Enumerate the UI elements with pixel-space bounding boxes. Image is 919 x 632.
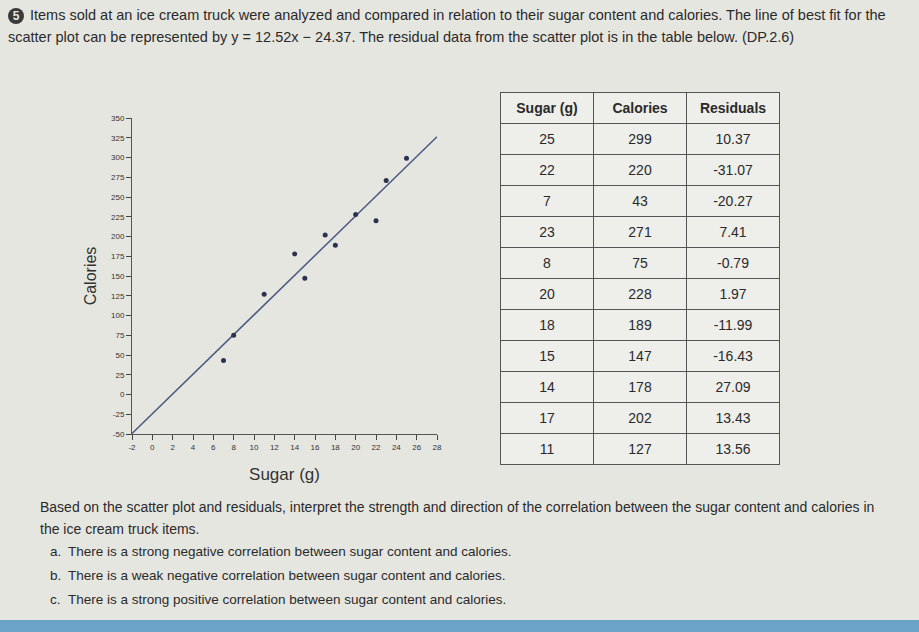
html-text:127: 127 [628,441,652,457]
html-text:75: 75 [632,255,648,271]
svg-text:275: 275 [111,173,125,182]
html-text:202: 202 [628,410,652,426]
svg-text:Calories: Calories [82,247,99,306]
html-text:20: 20 [539,286,555,302]
html-text:178: 178 [628,379,652,395]
html-text:27.09: 27.09 [715,379,751,395]
svg-text:4: 4 [191,443,196,452]
html-text:-20.27: -20.27 [713,193,753,209]
svg-text:0: 0 [120,390,125,399]
html-text:7: 7 [543,193,551,209]
html-text:271: 271 [628,224,652,240]
svg-text:2: 2 [170,443,175,452]
html-text:1.97: 1.97 [719,286,747,302]
svg-text:225: 225 [111,213,125,222]
svg-text:-25: -25 [113,410,125,419]
html-text:25: 25 [539,131,555,147]
svg-text:24: 24 [392,443,401,452]
svg-text:-50: -50 [113,430,125,439]
svg-text:100: 100 [111,311,125,320]
svg-text:6: 6 [211,443,216,452]
svg-text:12: 12 [270,443,279,452]
svg-text:16: 16 [311,443,320,452]
html-text:228: 228 [628,286,652,302]
html-text:Residuals: Residuals [699,100,767,116]
svg-text:10: 10 [250,443,259,452]
svg-text:75: 75 [115,331,124,340]
html-text:220: 220 [628,162,652,178]
html-text:13.43: 13.43 [715,410,751,426]
html-text:299: 299 [628,131,652,147]
html-text:189: 189 [628,317,652,333]
svg-text:20: 20 [351,443,360,452]
svg-text:0: 0 [150,443,155,452]
html-text:5: 5 [12,9,20,23]
svg-text:8: 8 [231,443,236,452]
html-text:14: 14 [539,379,555,395]
html-text:b.: b. [50,568,62,583]
svg-text:-2: -2 [128,443,136,452]
svg-text:125: 125 [111,292,125,301]
svg-text:18: 18 [331,443,340,452]
html-text:Items sold at an ice cream tru: Items sold at an ice cream truck were an… [8,7,886,45]
svg-text:300: 300 [111,153,125,162]
html-text:Calories: Calories [612,100,668,116]
html-text:15: 15 [539,348,555,364]
html-text:There is a strong negative cor: There is a strong negative correlation b… [68,544,512,559]
html-text:Based on the scatter plot and: Based on the scatter plot and residuals,… [40,499,875,537]
svg-text:325: 325 [111,134,125,143]
html-text:17: 17 [539,410,555,426]
svg-text:25: 25 [115,371,124,380]
html-text:Sugar (g): Sugar (g) [516,100,578,116]
svg-text:26: 26 [412,443,421,452]
html-text:-31.07: -31.07 [713,162,753,178]
html-text:7.41: 7.41 [719,224,747,240]
html-text:43: 43 [632,193,648,209]
svg-text:250: 250 [111,193,125,202]
html-text:c.: c. [50,592,61,607]
svg-text:150: 150 [111,272,125,281]
svg-text:Sugar (g): Sugar (g) [249,465,320,484]
html-text:a.: a. [50,544,62,559]
html-text:147: 147 [628,348,652,364]
svg-text:350: 350 [111,114,125,123]
html-text:There is a weak negative corre: There is a weak negative correlation bet… [68,568,506,583]
html-text:18: 18 [539,317,555,333]
html-text:10.37: 10.37 [715,131,751,147]
html-text:13.56: 13.56 [715,441,751,457]
html-text:-11.99: -11.99 [713,317,753,333]
html-text:23: 23 [539,224,555,240]
html-text:-0.79: -0.79 [717,255,749,271]
html-text:11: 11 [539,441,555,457]
html-text:-16.43: -16.43 [713,348,753,364]
svg-text:14: 14 [290,443,299,452]
svg-text:50: 50 [115,351,124,360]
html-text:There is a strong positive cor: There is a strong positive correlation b… [68,592,507,607]
svg-text:28: 28 [433,443,442,452]
svg-text:22: 22 [372,443,381,452]
svg-text:175: 175 [111,252,125,261]
html-text:8: 8 [543,255,551,271]
svg-text:200: 200 [111,232,125,241]
html-text:22: 22 [539,162,555,178]
